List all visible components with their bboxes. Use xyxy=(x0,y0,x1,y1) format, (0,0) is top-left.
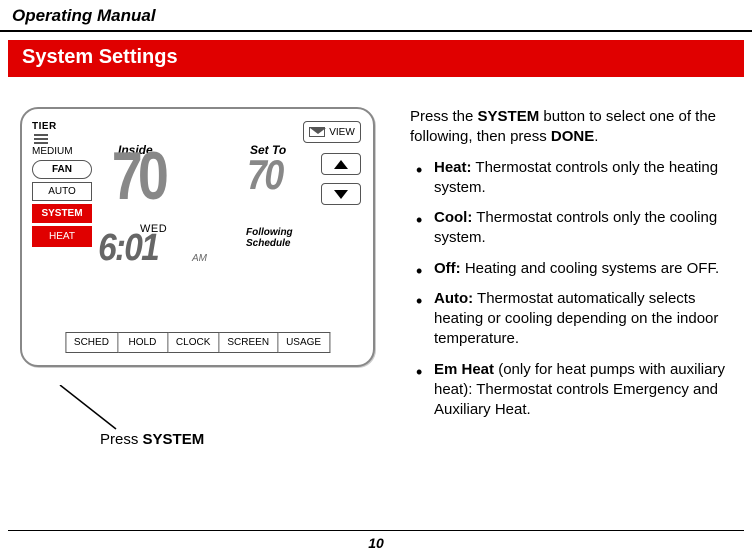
mode-label: Auto: xyxy=(434,290,473,307)
callout-line xyxy=(58,385,128,435)
intro-bold2: DONE xyxy=(551,128,594,145)
hold-button[interactable]: HOLD xyxy=(118,332,168,353)
mode-label: Heat: xyxy=(434,159,472,176)
temp-up-button[interactable] xyxy=(321,153,361,175)
content-row: TIER MEDIUM FAN AUTO SYSTEM HEAT Inside … xyxy=(0,107,752,430)
following-schedule: Following Schedule xyxy=(246,227,293,249)
time-display: 6:01 xyxy=(98,227,158,270)
ampm-label: AM xyxy=(192,253,207,264)
callout-prefix: Press xyxy=(100,431,143,448)
setto-temperature: 70 xyxy=(247,151,282,199)
system-mode: HEAT xyxy=(32,226,92,247)
header-rule xyxy=(0,30,752,32)
tier-level: MEDIUM xyxy=(32,146,92,157)
intro-bold1: SYSTEM xyxy=(478,108,540,125)
tier-bars xyxy=(32,134,92,144)
following-line2: Schedule xyxy=(246,238,290,249)
section-title-bar: System Settings xyxy=(8,40,744,77)
manual-header: Operating Manual xyxy=(0,0,752,30)
temp-down-button[interactable] xyxy=(321,183,361,205)
triangle-down-icon xyxy=(334,190,348,199)
instructions-column: Press the SYSTEM button to select one of… xyxy=(410,107,732,430)
fan-mode: AUTO xyxy=(32,182,92,201)
mode-label: Cool: xyxy=(434,209,472,226)
intro-paragraph: Press the SYSTEM button to select one of… xyxy=(410,107,732,148)
tier-bar xyxy=(34,142,48,144)
mode-text: Thermostat controls only the cooling sys… xyxy=(434,209,717,246)
usage-button[interactable]: USAGE xyxy=(278,332,330,353)
tier-bar xyxy=(34,134,48,136)
sched-button[interactable]: SCHED xyxy=(65,332,118,353)
view-label: VIEW xyxy=(329,127,355,138)
tier-label: TIER xyxy=(32,121,92,132)
callout-bold: SYSTEM xyxy=(143,431,205,448)
envelope-icon xyxy=(309,127,325,137)
system-button[interactable]: SYSTEM xyxy=(32,204,92,223)
intro-pre: Press the xyxy=(410,108,478,125)
intro-post: . xyxy=(594,128,598,145)
inside-temperature: 70 xyxy=(112,137,164,215)
fan-button[interactable]: FAN xyxy=(32,160,92,179)
tier-bar xyxy=(34,138,48,140)
mode-item-heat: Heat: Thermostat controls only the heati… xyxy=(434,158,732,199)
mode-text: Thermostat controls only the heating sys… xyxy=(434,159,718,196)
thermostat-panel: TIER MEDIUM FAN AUTO SYSTEM HEAT Inside … xyxy=(20,107,375,367)
mode-item-cool: Cool: Thermostat controls only the cooli… xyxy=(434,208,732,249)
view-button[interactable]: VIEW xyxy=(303,121,361,143)
mode-label: Em Heat xyxy=(434,361,494,378)
page-number: 10 xyxy=(368,535,384,551)
mode-list: Heat: Thermostat controls only the heati… xyxy=(410,158,732,421)
thermostat-column: TIER MEDIUM FAN AUTO SYSTEM HEAT Inside … xyxy=(20,107,390,430)
triangle-up-icon xyxy=(334,160,348,169)
mode-item-off: Off: Heating and cooling systems are OFF… xyxy=(434,259,732,279)
bottom-button-row: SCHED HOLD CLOCK SCREEN USAGE xyxy=(65,332,330,353)
mode-text: Thermostat automatically selects heating… xyxy=(434,290,718,348)
side-button-stack: TIER MEDIUM FAN AUTO SYSTEM HEAT xyxy=(32,121,92,247)
tier-indicator: TIER MEDIUM xyxy=(32,121,92,157)
mode-text: Heating and cooling systems are OFF. xyxy=(461,260,719,277)
screen-button[interactable]: SCREEN xyxy=(219,332,278,353)
callout-text: Press SYSTEM xyxy=(100,431,204,448)
mode-item-emheat: Em Heat (only for heat pumps with auxili… xyxy=(434,360,732,421)
following-line1: Following xyxy=(246,227,293,238)
mode-item-auto: Auto: Thermostat automatically selects h… xyxy=(434,289,732,350)
clock-button[interactable]: CLOCK xyxy=(168,332,219,353)
footer-rule xyxy=(8,530,744,531)
mode-label: Off: xyxy=(434,260,461,277)
